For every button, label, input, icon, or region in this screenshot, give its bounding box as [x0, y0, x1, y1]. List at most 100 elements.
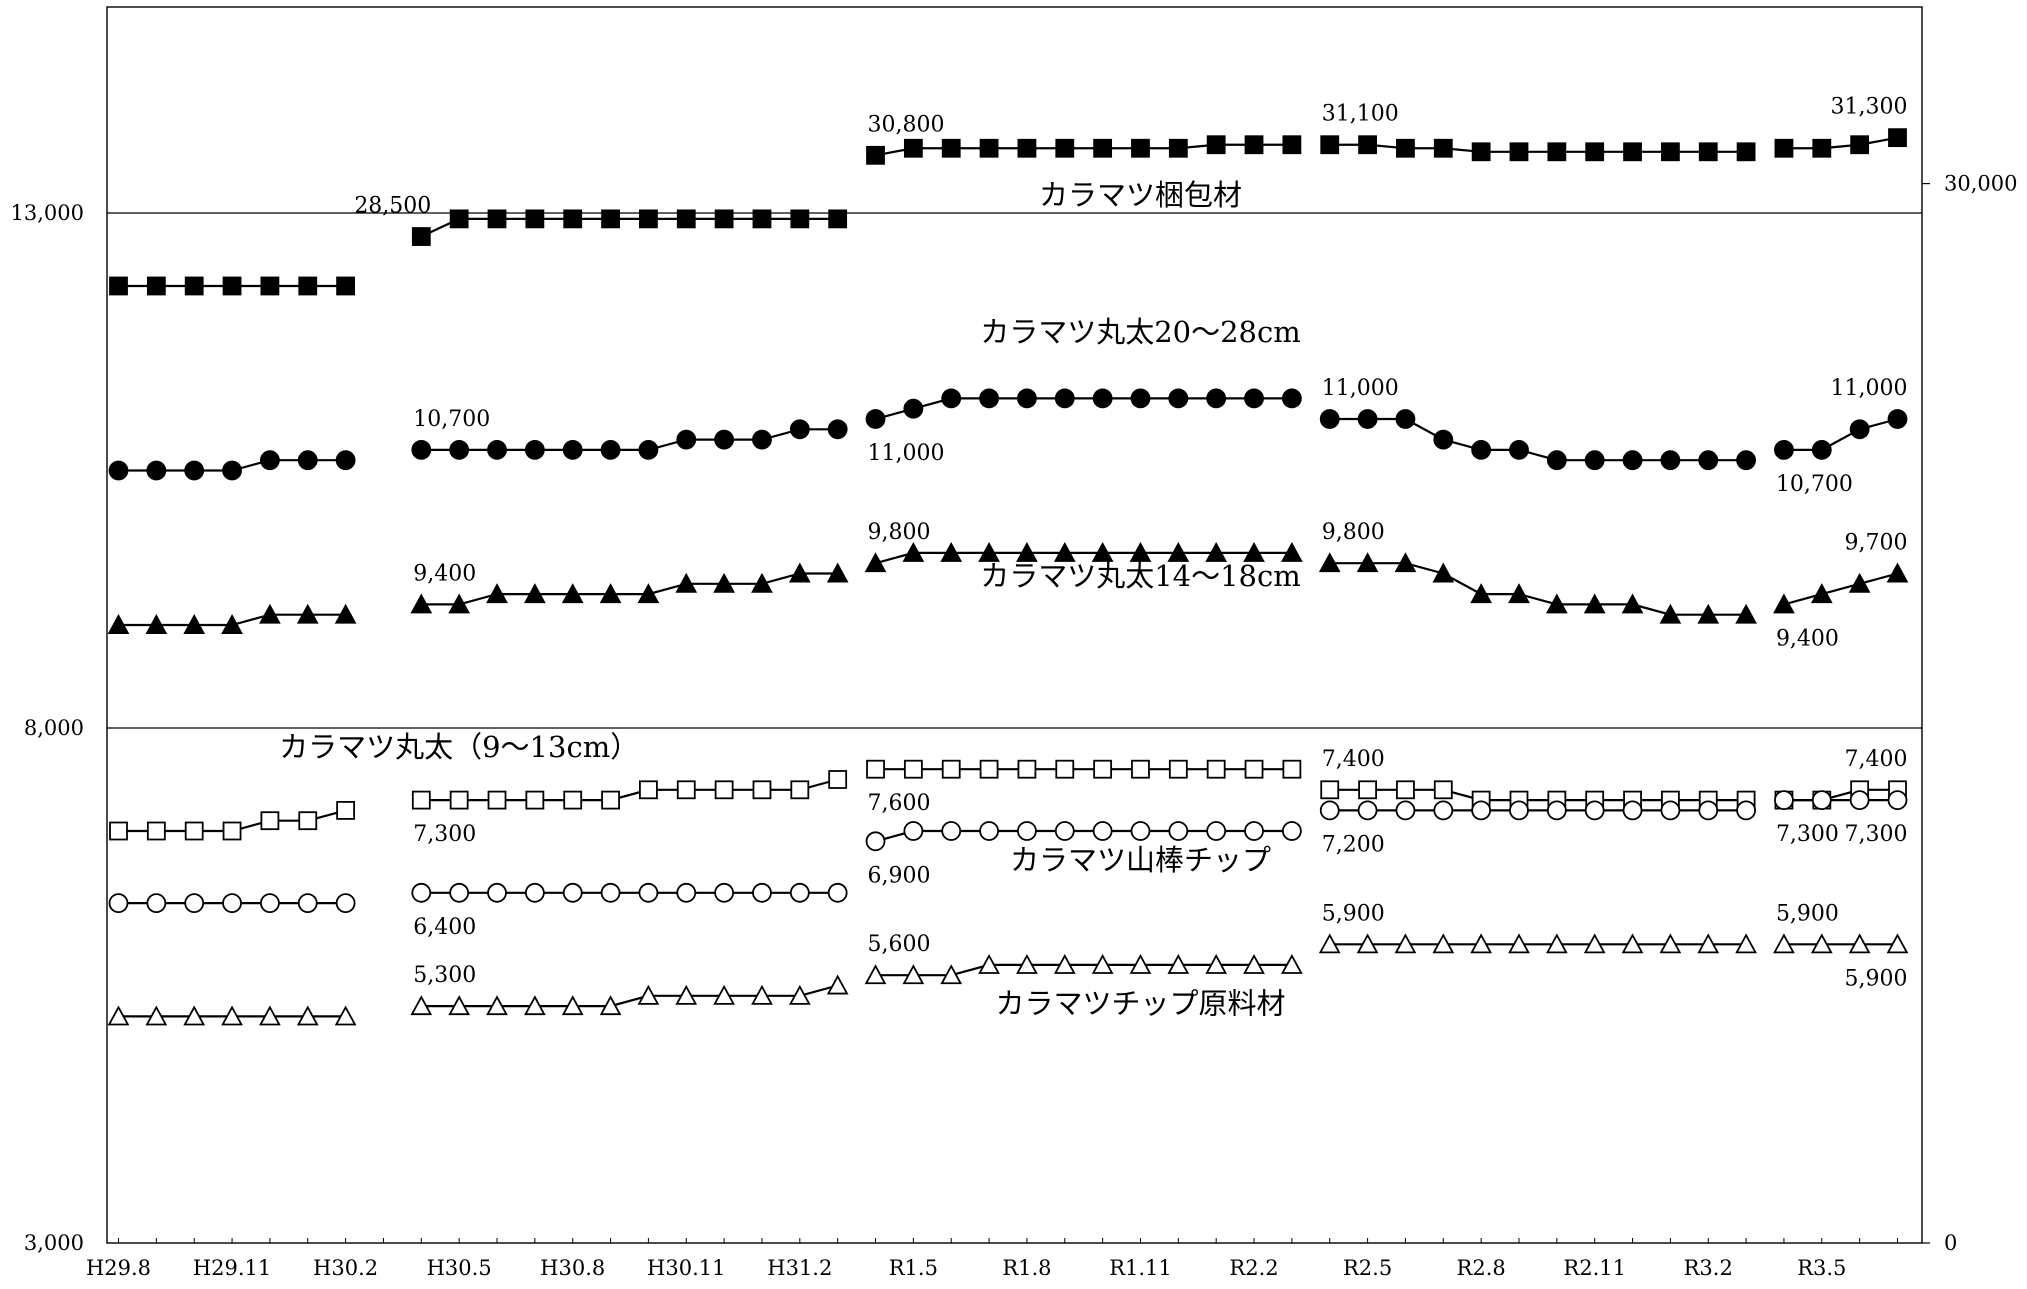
- triangle-marker: [1508, 583, 1530, 604]
- x-tick-label: H30.2: [313, 1256, 378, 1280]
- square-marker: [109, 276, 128, 296]
- circle-marker: [335, 893, 356, 913]
- triangle-marker: [1243, 953, 1265, 974]
- triangle-marker: [713, 984, 735, 1005]
- series-0: [109, 128, 1907, 296]
- series-line: [420, 217, 838, 238]
- series-line: [875, 397, 1292, 421]
- square-marker: [1509, 142, 1529, 162]
- triangle-marker: [864, 552, 887, 573]
- circle-marker: [108, 893, 129, 913]
- data-label: 5,900: [1776, 901, 1839, 926]
- square-marker: [941, 138, 961, 158]
- triangle-marker: [221, 614, 243, 634]
- square-marker: [676, 780, 696, 800]
- circle-marker: [1774, 439, 1794, 460]
- circle-marker: [1281, 388, 1302, 409]
- circle-marker: [1168, 388, 1189, 409]
- triangle-marker: [486, 583, 508, 604]
- square-marker: [1206, 759, 1226, 779]
- square-marker: [790, 209, 810, 229]
- x-tick-label: H29.8: [86, 1256, 151, 1280]
- triangle-marker: [107, 614, 130, 634]
- data-label: 6,900: [868, 863, 931, 888]
- triangle-marker: [940, 964, 963, 985]
- series-line: [875, 143, 1292, 157]
- square-marker: [184, 821, 204, 841]
- square-marker: [260, 811, 280, 831]
- circle-marker: [1811, 790, 1832, 810]
- circle-marker: [1736, 800, 1756, 821]
- data-label: 30,800: [868, 112, 945, 137]
- triangle-marker: [448, 995, 471, 1016]
- circle-marker: [1092, 821, 1113, 841]
- square-marker: [1282, 135, 1302, 155]
- circle-marker: [903, 821, 924, 841]
- square-marker: [639, 780, 658, 800]
- circle-marker: [1736, 450, 1756, 471]
- data-label: 10,700: [1776, 472, 1853, 497]
- series-1: [108, 388, 1908, 481]
- triangle-marker: [1356, 933, 1379, 954]
- triangle-marker: [410, 593, 433, 614]
- square-marker: [676, 209, 696, 229]
- square-marker: [1433, 780, 1453, 800]
- x-tick-label: R3.5: [1797, 1256, 1846, 1280]
- circle-marker: [714, 429, 735, 450]
- series-line: [1783, 788, 1898, 802]
- plot-frame: [106, 6, 1923, 1244]
- triangle-marker: [486, 995, 508, 1016]
- triangle-marker: [107, 1005, 130, 1026]
- triangle-marker: [1394, 552, 1417, 573]
- series-line: [875, 551, 1292, 565]
- square-marker: [866, 145, 885, 165]
- triangle-marker: [751, 984, 773, 1005]
- circle-marker: [449, 882, 470, 903]
- triangle-marker: [145, 614, 168, 634]
- triangle-marker: [1016, 541, 1038, 562]
- circle-marker: [638, 439, 659, 460]
- circle-marker: [1433, 800, 1454, 821]
- circle-marker: [1244, 388, 1264, 409]
- square-marker: [146, 821, 166, 841]
- circle-marker: [1811, 439, 1832, 460]
- data-label: 11,000: [868, 441, 945, 466]
- circle-marker: [1584, 800, 1605, 821]
- triangle-marker: [1886, 933, 1909, 954]
- triangle-marker: [523, 995, 546, 1016]
- circle-marker: [297, 893, 318, 913]
- triangle-marker: [410, 995, 433, 1016]
- data-label: 31,300: [1831, 95, 1908, 120]
- triangle-marker: [902, 964, 925, 985]
- circle-marker: [184, 893, 205, 913]
- series-line: [875, 829, 1292, 843]
- triangle-marker: [1129, 541, 1152, 562]
- triangle-marker: [221, 1005, 243, 1026]
- square-marker: [525, 209, 545, 229]
- series-line: [421, 778, 838, 802]
- square-marker: [790, 780, 810, 800]
- square-marker: [752, 209, 772, 229]
- circle-marker: [827, 419, 848, 440]
- data-label: 9,400: [413, 561, 476, 586]
- circle-marker: [1319, 800, 1340, 821]
- triangle-marker: [1205, 541, 1228, 562]
- circle-marker: [1054, 821, 1075, 841]
- square-marker: [449, 209, 469, 229]
- triangle-marker: [259, 603, 281, 624]
- square-marker: [298, 811, 318, 831]
- series-line: [1329, 788, 1747, 802]
- triangle-marker: [826, 562, 849, 583]
- square-marker: [1396, 780, 1415, 800]
- triangle-marker: [183, 614, 206, 634]
- triangle-marker: [1773, 933, 1795, 954]
- triangle-marker: [1583, 933, 1606, 954]
- data-label: 10,700: [413, 407, 490, 432]
- square-marker: [1888, 128, 1907, 148]
- series-line: [875, 963, 1292, 977]
- circle-marker: [1546, 450, 1567, 471]
- y-left-tick-label: 3,000: [24, 1231, 84, 1255]
- circle-marker: [941, 821, 962, 841]
- triangle-marker: [826, 974, 849, 995]
